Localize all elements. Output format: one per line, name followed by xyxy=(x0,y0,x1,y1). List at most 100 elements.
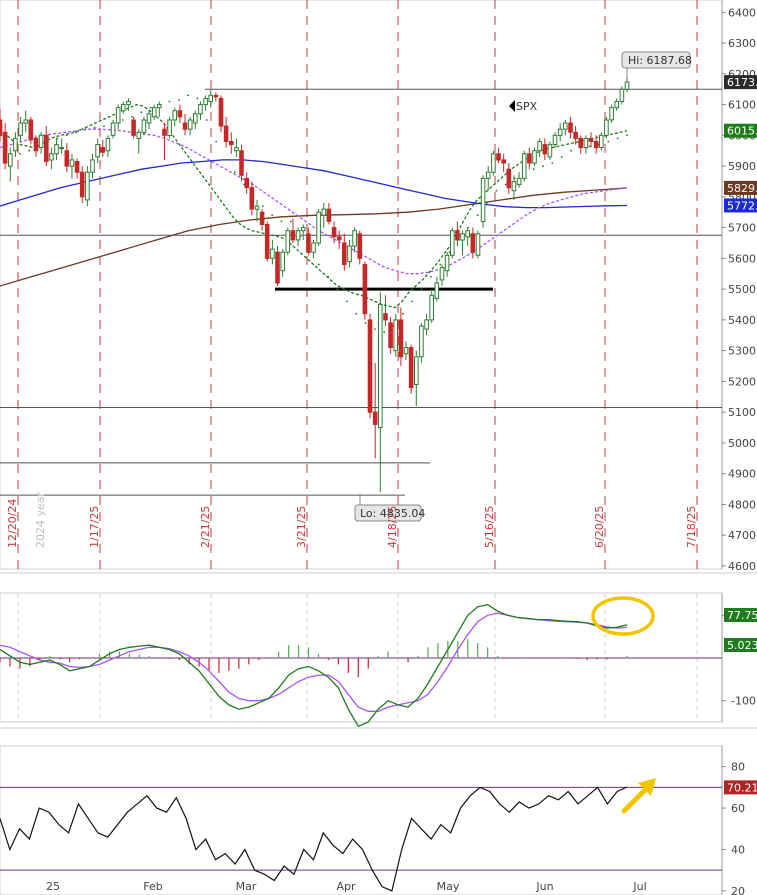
candle-body xyxy=(306,233,311,253)
candle-body xyxy=(511,181,517,192)
price-tag xyxy=(724,123,757,138)
candle-body xyxy=(290,230,296,241)
candle-body xyxy=(69,159,75,167)
panel-3 xyxy=(0,745,723,895)
cycle-date-label: 7/18/25 xyxy=(685,506,698,548)
candle-body xyxy=(74,161,80,173)
y-tick-label: 5100 xyxy=(728,406,756,419)
candle-body xyxy=(429,294,434,321)
candle-body xyxy=(331,227,337,238)
psar-dot xyxy=(196,97,199,100)
candle-body xyxy=(23,119,28,124)
candle-body xyxy=(563,122,568,130)
psar-dot xyxy=(205,119,208,121)
candle-body xyxy=(624,81,630,90)
y-tick-label: 6100 xyxy=(728,99,756,112)
candle-body xyxy=(44,134,49,162)
rsi-y-tick-label: 20 xyxy=(731,885,745,895)
candle-body xyxy=(64,150,70,167)
candle-body xyxy=(95,144,100,158)
candle-body xyxy=(408,347,414,389)
y-tick-label: 5900 xyxy=(728,160,756,173)
candle-body xyxy=(198,104,203,115)
candle-body xyxy=(614,101,620,109)
price-tag-label: 6015. xyxy=(727,125,757,138)
y-tick-label: 5000 xyxy=(728,437,756,450)
panel-1 xyxy=(0,0,723,570)
candle-body xyxy=(157,104,162,109)
candle-body xyxy=(49,153,54,161)
sma200-line xyxy=(0,187,628,287)
high-label-box xyxy=(621,51,691,69)
psar-dot xyxy=(607,140,610,143)
candle-body xyxy=(79,171,85,198)
psar-dot xyxy=(560,156,563,158)
psar-dot xyxy=(28,149,31,152)
candle-body xyxy=(542,144,548,155)
price-tag xyxy=(724,75,757,90)
low-label: Lo: 4835.04 xyxy=(360,507,425,520)
x-axis-label: Feb xyxy=(143,880,162,893)
candle-body xyxy=(115,107,121,124)
candle-body xyxy=(460,233,465,241)
candle-body xyxy=(414,356,419,385)
psar-dot xyxy=(504,183,507,186)
psar-dot xyxy=(383,331,386,334)
candle-body xyxy=(213,94,219,98)
psar-dot xyxy=(289,220,292,223)
candle-body xyxy=(223,125,229,142)
psar-dot xyxy=(149,106,152,109)
candle-body xyxy=(18,122,23,136)
candle-body xyxy=(234,147,239,152)
candle-body xyxy=(321,208,327,216)
candle-body xyxy=(193,113,198,124)
candle-body xyxy=(162,128,167,136)
candle-body xyxy=(578,137,584,149)
psar-dot xyxy=(345,300,348,303)
candle-body xyxy=(100,147,106,153)
macd-y-tick-label: -100 xyxy=(731,695,756,708)
candle-body xyxy=(357,233,363,259)
candle-body xyxy=(485,171,491,179)
cycle-date-label: 6/20/25 xyxy=(593,506,606,548)
psar-dot xyxy=(439,263,442,266)
candle-body xyxy=(393,319,398,352)
candle-body xyxy=(311,242,316,253)
candle-body xyxy=(532,150,537,164)
candle-body xyxy=(8,153,13,167)
candle-body xyxy=(126,101,131,106)
year-marker-label: 2024 year xyxy=(34,491,47,548)
psar-dot xyxy=(187,94,190,97)
cycle-date-label: 3/21/25 xyxy=(295,506,308,548)
rsi-y-tick-label: 40 xyxy=(731,843,745,856)
psar-dot xyxy=(486,202,488,204)
psar-dot xyxy=(317,263,320,266)
candle-body xyxy=(239,150,244,176)
candle-body xyxy=(182,122,188,130)
sma50-line xyxy=(0,128,628,275)
candle-body xyxy=(90,159,95,173)
candle-body xyxy=(2,131,8,164)
candle-body xyxy=(85,171,90,201)
rsi-line xyxy=(0,786,628,892)
candle-body xyxy=(604,119,609,136)
candle-body xyxy=(254,205,260,210)
candle-body xyxy=(59,147,65,150)
candle-body xyxy=(588,137,594,142)
y-tick-label: 6300 xyxy=(728,37,756,50)
cycle-date-label: 5/16/25 xyxy=(483,506,496,548)
psar-dot xyxy=(588,145,591,148)
candle-body xyxy=(552,134,558,146)
candle-body xyxy=(146,113,152,124)
candle-body xyxy=(470,233,476,253)
x-axis-label: May xyxy=(437,880,460,893)
candle-body xyxy=(516,177,522,186)
macd-line xyxy=(0,604,628,728)
psar-dot xyxy=(327,275,330,278)
candle-body xyxy=(203,97,208,106)
candle-body xyxy=(105,137,111,152)
candle-body xyxy=(521,153,527,179)
psar-dot xyxy=(271,214,273,217)
candle-body xyxy=(506,168,512,189)
